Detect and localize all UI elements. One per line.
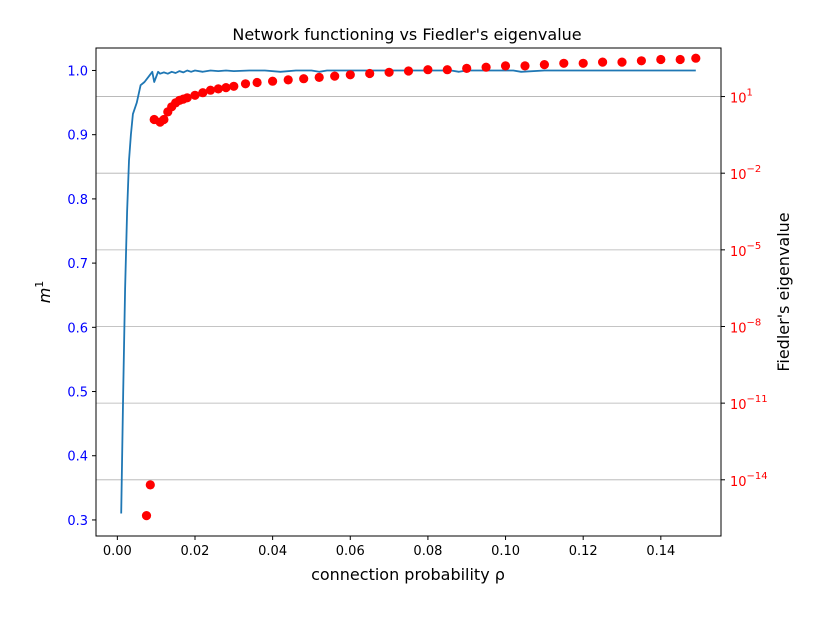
scatter-point-28 <box>423 65 433 75</box>
right-tick-label-0: 101 <box>730 88 753 107</box>
scatter-point-30 <box>462 63 472 73</box>
scatter-point-36 <box>578 58 588 68</box>
right-tick-label-3: 10−8 <box>730 317 761 336</box>
plot-area <box>120 53 701 521</box>
right-axis-ticks: 101 10−2 10−5 10−8 10−11 10−14 <box>721 88 768 490</box>
scatter-point-22 <box>314 72 324 82</box>
scatter-point-13 <box>205 85 216 95</box>
scatter-point-26 <box>384 67 394 77</box>
scatter-point-25 <box>365 68 375 79</box>
scatter-point-15 <box>221 83 231 93</box>
scatter-point-41 <box>675 54 685 65</box>
axes-frame <box>95 47 722 537</box>
scatter-point-32 <box>500 61 511 71</box>
scatter-point-14 <box>213 84 223 94</box>
scatter-point-33 <box>520 61 530 71</box>
left-axis-ticks: 0.3 0.4 0.5 0.6 0.7 0.8 0.9 1.0 <box>67 64 96 529</box>
scatter-point-18 <box>252 77 262 88</box>
scatter-point-20 <box>283 75 293 85</box>
left-tick-label-0: 0.3 <box>67 514 88 529</box>
right-tick-label-2: 10−5 <box>730 241 761 260</box>
scatter-point-21 <box>299 74 309 84</box>
scatter-point-34 <box>539 60 550 70</box>
gridlines <box>96 96 721 481</box>
series-line-0 <box>120 69 696 514</box>
left-axis-label: m1 <box>33 281 54 304</box>
scatter-point-27 <box>403 66 414 76</box>
x-axis-label: connection probability ρ <box>311 565 505 584</box>
x-axis-ticks: 0.00 0.02 0.04 0.06 0.08 0.10 0.12 0.14 <box>103 536 675 559</box>
x-tick-label-2: 0.04 <box>258 544 287 559</box>
left-axis-label-sup: 1 <box>33 281 46 288</box>
left-tick-label-3: 0.6 <box>67 321 88 336</box>
scatter-point-42 <box>691 53 701 63</box>
scatter-point-16 <box>229 81 239 91</box>
x-tick-label-3: 0.06 <box>336 544 365 559</box>
left-tick-label-2: 0.5 <box>67 386 88 401</box>
x-tick-label-4: 0.08 <box>413 544 442 559</box>
scatter-point-1 <box>145 480 155 490</box>
left-tick-label-1: 0.4 <box>67 450 88 465</box>
scatter-point-39 <box>636 56 647 66</box>
scatter-point-24 <box>345 70 355 80</box>
scatter-point-37 <box>598 57 608 67</box>
scatter-point-35 <box>559 58 569 68</box>
scatter-point-40 <box>656 54 666 65</box>
scatter-point-12 <box>198 88 208 98</box>
x-tick-label-6: 0.12 <box>569 544 598 559</box>
x-tick-label-5: 0.10 <box>491 544 520 559</box>
left-tick-label-4: 0.7 <box>67 257 88 272</box>
right-tick-label-5: 10−14 <box>730 471 768 490</box>
x-tick-label-7: 0.14 <box>646 544 675 559</box>
left-axis-label-main: m <box>35 288 54 304</box>
scatter-point-10 <box>182 93 192 103</box>
left-tick-label-7: 1.0 <box>67 64 88 79</box>
scatter-point-17 <box>240 79 251 89</box>
scatter-point-0 <box>141 510 152 521</box>
scatter-point-29 <box>442 65 452 75</box>
x-tick-label-1: 0.02 <box>181 544 210 559</box>
right-tick-label-4: 10−11 <box>730 394 768 413</box>
scatter-point-19 <box>268 76 278 86</box>
chart-title: Network functioning vs Fiedler's eigenva… <box>232 25 581 44</box>
scatter-point-23 <box>330 71 340 81</box>
x-tick-label-0: 0.00 <box>103 544 132 559</box>
right-tick-label-1: 10−2 <box>730 164 761 183</box>
left-tick-label-6: 0.9 <box>67 129 88 144</box>
scatter-point-4 <box>159 114 169 125</box>
scatter-point-31 <box>481 62 491 72</box>
scatter-point-11 <box>190 90 200 100</box>
right-axis-label: Fiedler's eigenvalue <box>774 212 793 371</box>
left-tick-label-5: 0.8 <box>67 193 88 208</box>
scatter-point-38 <box>617 57 627 67</box>
